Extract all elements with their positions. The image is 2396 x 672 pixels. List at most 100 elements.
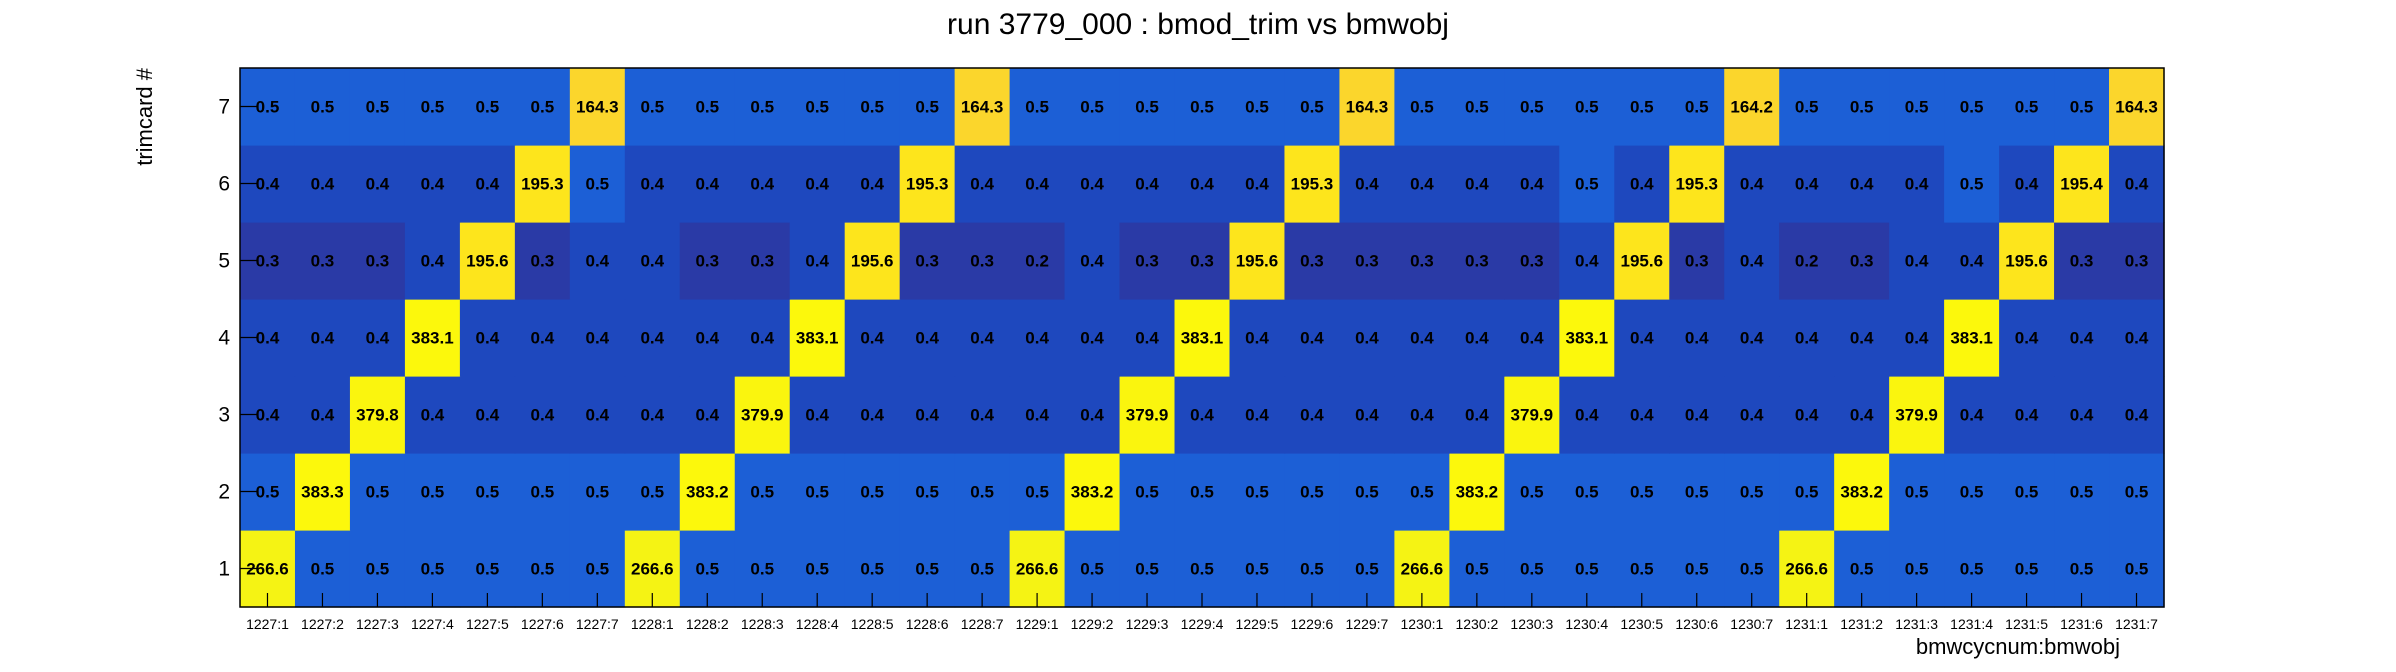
cell-value-label: 0.4 bbox=[1355, 175, 1379, 194]
cell-value-label: 0.5 bbox=[366, 560, 390, 579]
cell-value-label: 0.5 bbox=[1850, 560, 1874, 579]
cell-value-label: 0.5 bbox=[585, 560, 609, 579]
cell-value-label: 0.5 bbox=[2015, 560, 2039, 579]
heatmap-cell bbox=[2054, 376, 2110, 454]
heatmap-cell bbox=[1944, 68, 2000, 146]
heatmap-cell bbox=[459, 222, 516, 300]
cell-value-label: 0.4 bbox=[421, 406, 445, 425]
cell-value-label: 0.5 bbox=[970, 483, 994, 502]
y-tick-label: 7 bbox=[218, 96, 230, 119]
heatmap-cell bbox=[1064, 376, 1121, 454]
cell-value-label: 0.5 bbox=[2015, 98, 2039, 117]
heatmap-cell bbox=[294, 453, 351, 531]
heatmap-cell bbox=[624, 453, 681, 531]
cell-value-label: 0.3 bbox=[1850, 252, 1874, 271]
heatmap-cell bbox=[1999, 453, 2055, 531]
heatmap-cell bbox=[734, 299, 791, 377]
x-tick-label: 1231:1 bbox=[1785, 616, 1828, 632]
heatmap-cell bbox=[1779, 453, 1835, 531]
heatmap-cell bbox=[844, 299, 901, 377]
heatmap-cell bbox=[1119, 376, 1176, 454]
cell-value-label: 0.5 bbox=[1630, 98, 1654, 117]
cell-value-label: 0.4 bbox=[970, 406, 994, 425]
x-tick-label: 1229:6 bbox=[1291, 616, 1334, 632]
heatmap-cell bbox=[294, 376, 351, 454]
heatmap-cell bbox=[1229, 145, 1286, 223]
cell-value-label: 0.4 bbox=[1025, 175, 1049, 194]
heatmap-cell bbox=[679, 376, 736, 454]
x-tick-label: 1231:7 bbox=[2115, 616, 2158, 632]
cell-value-label: 0.3 bbox=[2125, 252, 2149, 271]
cell-value-label: 0.3 bbox=[366, 252, 390, 271]
heatmap-cell bbox=[349, 376, 406, 454]
cell-value-label: 0.4 bbox=[860, 406, 884, 425]
heatmap-cell bbox=[569, 145, 626, 223]
cell-value-label: 0.4 bbox=[476, 175, 500, 194]
heatmap-cell bbox=[514, 222, 571, 300]
cell-value-label: 0.5 bbox=[1740, 483, 1764, 502]
cell-value-label: 0.4 bbox=[1630, 329, 1654, 348]
heatmap-cell bbox=[1064, 145, 1121, 223]
heatmap-cell bbox=[1064, 68, 1121, 146]
cell-value-label: 383.2 bbox=[1456, 483, 1499, 502]
heatmap-cell bbox=[899, 299, 956, 377]
heatmap-cell bbox=[1394, 453, 1450, 531]
heatmap-cell bbox=[404, 145, 461, 223]
x-tick-label: 1229:1 bbox=[1016, 616, 1059, 632]
heatmap-cell bbox=[1009, 453, 1066, 531]
cell-value-label: 0.4 bbox=[2015, 175, 2039, 194]
cell-value-label: 0.5 bbox=[2070, 560, 2094, 579]
cell-value-label: 195.6 bbox=[466, 252, 509, 271]
cell-value-label: 0.4 bbox=[970, 175, 994, 194]
heatmap-cell bbox=[1174, 145, 1231, 223]
cell-value-label: 164.3 bbox=[2115, 98, 2158, 117]
heatmap-cell bbox=[899, 376, 956, 454]
cell-value-label: 383.1 bbox=[411, 329, 454, 348]
heatmap-cell bbox=[1614, 376, 1670, 454]
cell-value-label: 0.5 bbox=[1190, 560, 1214, 579]
x-axis-title: bmwcycnum:bmwobj bbox=[1916, 634, 2120, 659]
heatmap-cell bbox=[789, 453, 846, 531]
cell-value-label: 0.5 bbox=[1410, 98, 1434, 117]
cell-value-label: 0.5 bbox=[476, 560, 500, 579]
heatmap-cell bbox=[1119, 222, 1176, 300]
heatmap-cell bbox=[1394, 222, 1450, 300]
heatmap-cell bbox=[1724, 376, 1780, 454]
heatmap-cell bbox=[2109, 68, 2165, 146]
cell-value-label: 0.4 bbox=[256, 175, 280, 194]
cell-value-label: 0.4 bbox=[970, 329, 994, 348]
heatmap-cell bbox=[1504, 222, 1560, 300]
cell-value-label: 0.5 bbox=[1245, 560, 1269, 579]
x-tick-label: 1228:7 bbox=[961, 616, 1004, 632]
cell-value-label: 0.5 bbox=[1135, 560, 1159, 579]
y-tick-label: 6 bbox=[218, 173, 230, 196]
cell-value-label: 383.2 bbox=[686, 483, 729, 502]
cell-value-label: 164.3 bbox=[1346, 98, 1389, 117]
heatmap-cell bbox=[734, 376, 791, 454]
heatmap-cell bbox=[679, 299, 736, 377]
heatmap-cell bbox=[294, 222, 351, 300]
heatmap-cell bbox=[514, 145, 571, 223]
heatmap-cell bbox=[1834, 299, 1890, 377]
cell-value-label: 0.5 bbox=[421, 98, 445, 117]
x-tick-label: 1231:5 bbox=[2005, 616, 2048, 632]
heatmap-cell bbox=[1504, 453, 1560, 531]
cell-value-label: 0.5 bbox=[366, 483, 390, 502]
heatmap-cell bbox=[789, 299, 846, 377]
heatmap-cell bbox=[2109, 453, 2165, 531]
cell-value-label: 0.4 bbox=[1795, 406, 1819, 425]
cell-value-label: 0.5 bbox=[2070, 483, 2094, 502]
heatmap-cell bbox=[1724, 68, 1780, 146]
cell-value-label: 379.9 bbox=[1895, 406, 1938, 425]
cell-value-label: 0.4 bbox=[585, 252, 609, 271]
heatmap-cell bbox=[1724, 453, 1780, 531]
x-tick-label: 1229:3 bbox=[1126, 616, 1169, 632]
heatmap-cell bbox=[2054, 299, 2110, 377]
x-tick-label: 1228:1 bbox=[631, 616, 674, 632]
heatmap-cell bbox=[1119, 453, 1176, 531]
cell-value-label: 0.4 bbox=[1850, 329, 1874, 348]
x-tick-label: 1228:6 bbox=[906, 616, 949, 632]
cell-value-label: 0.5 bbox=[1355, 483, 1379, 502]
cell-value-label: 0.3 bbox=[970, 252, 994, 271]
heatmap-cell bbox=[1229, 68, 1286, 146]
